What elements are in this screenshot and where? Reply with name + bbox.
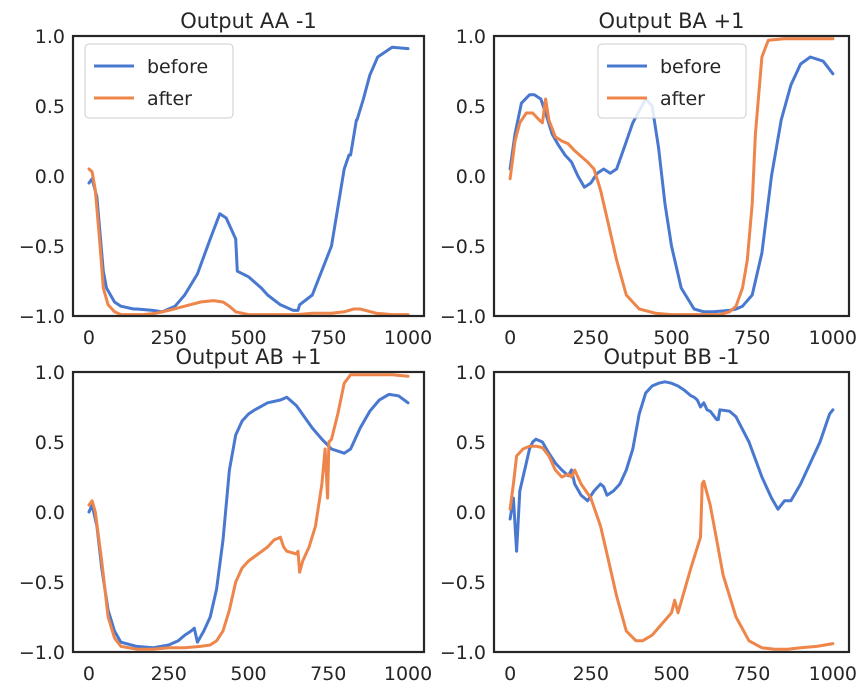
x-tick-label: 0 [83, 663, 95, 685]
y-tick-label: 1.0 [456, 362, 486, 384]
x-tick-label: 1000 [809, 663, 857, 685]
x-tick-label: 500 [653, 327, 689, 349]
y-tick-label: 0.5 [35, 96, 65, 118]
x-tick-label: 0 [504, 663, 516, 685]
axes-frame [492, 34, 851, 318]
legend: before after [84, 43, 234, 119]
series-line-before [87, 45, 410, 314]
legend: before after [597, 43, 747, 119]
y-tick-label: 1.0 [456, 26, 486, 48]
series-line-before [87, 392, 410, 650]
subplot-title: Output AA -1 [180, 9, 317, 33]
y-tick-label: 0.0 [35, 166, 65, 188]
x-tick-label: 250 [573, 663, 609, 685]
subplot-4: 0 250 500 750 1000 −1.0 −0.5 0.0 0.5 1.0 Output BB… [440, 345, 857, 685]
x-tick-label: 750 [734, 327, 770, 349]
legend-label-before: before [147, 56, 208, 78]
y-tick-label: −1.0 [19, 306, 65, 328]
x-tick-label: 500 [230, 327, 266, 349]
subplot-title: Output BB -1 [603, 345, 739, 369]
subplot-2: 0 250 500 750 1000 −1.0 −0.5 0.0 0.5 1.0 Output BA… [440, 9, 857, 349]
legend-label-after: after [147, 88, 192, 110]
series-line-after [508, 444, 835, 651]
x-tick-label: 750 [310, 327, 346, 349]
y-tick-label: 0.5 [456, 432, 486, 454]
x-tick-label: 0 [504, 327, 516, 349]
x-tick-label: 250 [573, 327, 609, 349]
subplot-3: 0 250 500 750 1000 −1.0 −0.5 0.0 0.5 1.0 Output AB… [19, 345, 432, 685]
subplot-title: Output AB +1 [175, 345, 321, 369]
y-tick-label: 0.5 [456, 96, 486, 118]
x-tick-label: 750 [734, 663, 770, 685]
series-line-after [87, 167, 410, 316]
subplot-title: Output BA +1 [598, 9, 744, 33]
y-tick-label: −0.5 [19, 572, 65, 594]
axes-frame [71, 34, 426, 318]
x-tick-label: 500 [653, 663, 689, 685]
y-tick-label: −1.0 [440, 306, 486, 328]
y-tick-label: 0.0 [35, 502, 65, 524]
y-tick-label: 0.0 [456, 166, 486, 188]
series-line-before [508, 380, 835, 553]
legend-label-before: before [660, 56, 721, 78]
x-tick-label: 1000 [384, 327, 432, 349]
x-tick-label: 0 [83, 327, 95, 349]
series-line-after [87, 373, 410, 651]
y-tick-label: 0.5 [35, 432, 65, 454]
x-tick-label: 500 [230, 663, 266, 685]
x-tick-label: 250 [151, 663, 187, 685]
subplot-1: 0 250 500 750 1000 −1.0 −0.5 0.0 0.5 1.0 Output AA… [19, 9, 432, 349]
axes-frame [71, 370, 426, 654]
y-tick-label: −0.5 [19, 236, 65, 258]
y-tick-label: 1.0 [35, 26, 65, 48]
x-tick-label: 1000 [809, 327, 857, 349]
axes-frame [492, 370, 851, 654]
x-tick-label: 1000 [384, 663, 432, 685]
x-tick-label: 750 [310, 663, 346, 685]
x-tick-label: 250 [151, 327, 187, 349]
y-tick-label: −1.0 [19, 642, 65, 664]
y-tick-label: 0.0 [456, 502, 486, 524]
series-line-after [508, 37, 835, 316]
y-tick-label: −0.5 [440, 572, 486, 594]
y-tick-label: 1.0 [35, 362, 65, 384]
y-tick-label: −1.0 [440, 642, 486, 664]
legend-label-after: after [660, 88, 705, 110]
y-tick-label: −0.5 [440, 236, 486, 258]
